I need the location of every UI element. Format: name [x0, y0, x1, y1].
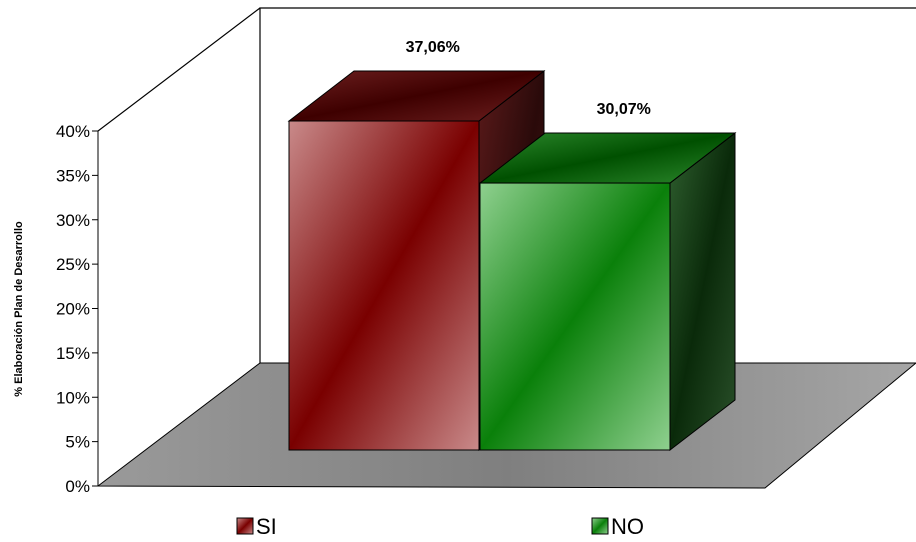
bar-no-front [479, 182, 671, 451]
legend-item-si: SI [236, 514, 277, 539]
bars [287, 69, 737, 452]
y-tick-label: 0% [65, 477, 90, 496]
y-tick-label: 5% [65, 433, 90, 452]
legend-item-no: NO [591, 514, 644, 539]
y-tick-label: 15% [56, 344, 90, 363]
data-label-si: 37,06% [406, 39, 460, 56]
legend-swatch-si [236, 517, 254, 535]
bar-no-side [669, 132, 736, 452]
back-wall [259, 7, 916, 363]
y-tick-label: 25% [56, 255, 90, 274]
legend-label-no: NO [611, 514, 644, 539]
bar-no [478, 132, 737, 452]
y-tick-label: 10% [56, 388, 90, 407]
side-wall-top-edge [97, 7, 261, 132]
y-tick-label: 40% [56, 122, 90, 141]
bar-si-front [288, 120, 480, 451]
bar-si [287, 69, 546, 452]
y-tick-label: 35% [56, 166, 90, 185]
y-axis: 0% 5% 10% 15% 20% 25% 30% 35% 40% [56, 122, 98, 496]
legend-swatch-no [591, 517, 609, 535]
y-axis-title: % Elaboración Plan de Desarrollo [13, 221, 25, 397]
legend: SI NO [236, 514, 644, 539]
legend-label-si: SI [256, 514, 277, 539]
y-tick-label: 20% [56, 300, 90, 319]
y-tick-label: 30% [56, 211, 90, 230]
data-label-no: 30,07% [597, 101, 651, 118]
